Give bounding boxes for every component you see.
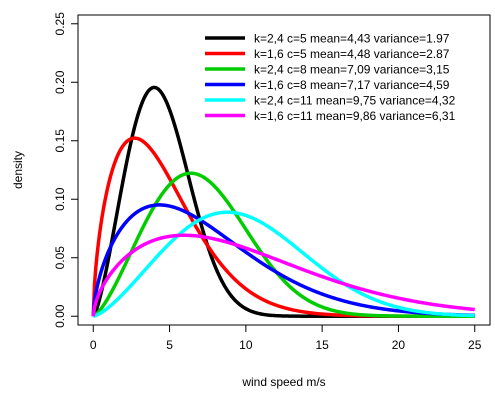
y-tick-label: 0.20: [53, 70, 67, 94]
x-axis: 0 5 10 15 20 25: [90, 324, 482, 352]
y-tick-label: 0.25: [53, 12, 67, 36]
legend-label: k=2,4 c=5 mean=4,43 variance=1.97: [254, 32, 450, 46]
x-tick-label: 10: [239, 338, 253, 352]
y-axis: 0.00 0.05 0.10 0.15 0.20 0.25: [53, 12, 79, 328]
y-tick-label: 0.10: [53, 187, 67, 211]
y-tick-label: 0.15: [53, 129, 67, 153]
series-line-6: [91, 233, 476, 317]
x-tick-label: 15: [315, 338, 329, 352]
legend: k=2,4 c=5 mean=4,43 variance=1.97k=1,6 c…: [205, 32, 456, 123]
legend-label: k=1,6 c=5 mean=4,48 variance=2.87: [254, 47, 450, 61]
series-line-3: [92, 171, 476, 318]
series-line-2: [91, 136, 476, 318]
x-tick-label: 20: [392, 338, 406, 352]
series-curves: [91, 85, 476, 318]
x-axis-label: wind speed m/s: [241, 375, 325, 389]
x-tick-label: 25: [468, 338, 482, 352]
series-line-4: [91, 203, 476, 318]
legend-label: k=2,4 c=11 mean=9,75 variance=4,32: [254, 94, 456, 108]
x-tick-label: 5: [166, 338, 173, 352]
y-axis-label: density: [11, 151, 25, 189]
y-tick-label: 0.05: [53, 246, 67, 270]
x-tick-label: 0: [90, 338, 97, 352]
series-line-5: [92, 210, 476, 318]
legend-label: k=1,6 c=11 mean=9,86 variance=6,31: [254, 109, 456, 123]
y-tick-label: 0.00: [53, 304, 67, 328]
legend-label: k=2,4 c=8 mean=7,09 variance=3,15: [254, 63, 450, 77]
legend-label: k=1,6 c=8 mean=7,17 variance=4,59: [254, 78, 450, 92]
